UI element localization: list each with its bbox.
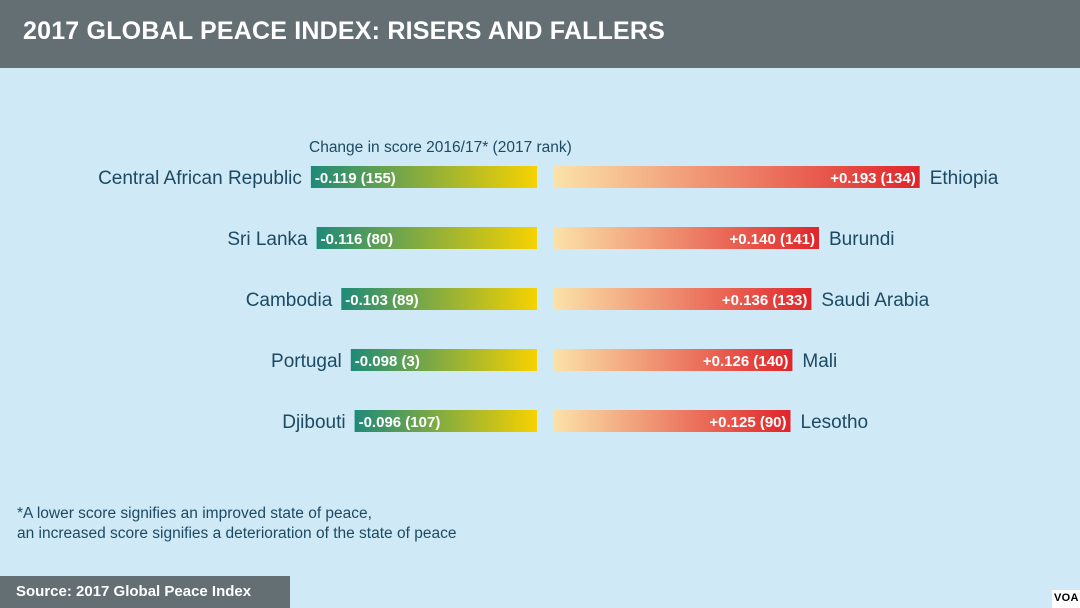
- value-label-left-1: -0.119 (155): [315, 170, 396, 187]
- country-label-left-5: Djibouti: [282, 412, 345, 433]
- bar-left-5: [354, 410, 537, 432]
- value-label-right-4: +0.126 (140): [703, 353, 788, 370]
- country-label-left-2: Sri Lanka: [227, 229, 308, 250]
- header-bar: 2017 GLOBAL PEACE INDEX: RISERS AND FALL…: [0, 0, 1080, 68]
- chart-subtitle: Change in score 2016/17* (2017 rank): [309, 139, 572, 156]
- country-label-right-3: Saudi Arabia: [821, 290, 929, 311]
- footnote-line-1: *A lower score signifies an improved sta…: [17, 505, 372, 522]
- bar-left-2: [316, 227, 537, 249]
- bar-right-1: [553, 166, 920, 188]
- bar-right-5: [553, 410, 791, 432]
- logo-text: VOA: [1054, 592, 1079, 604]
- value-label-left-3: -0.103 (89): [345, 292, 418, 309]
- country-label-right-2: Burundi: [829, 229, 895, 250]
- country-label-right-5: Lesotho: [801, 412, 869, 433]
- footnote: *A lower score signifies an improved sta…: [17, 504, 456, 544]
- value-label-right-1: +0.193 (134): [830, 170, 915, 187]
- bar-left-4: [350, 349, 537, 371]
- bar-right-3: [553, 288, 812, 310]
- country-label-right-1: Ethiopia: [930, 168, 999, 189]
- source-bar: Source: 2017 Global Peace Index: [0, 576, 290, 608]
- value-label-right-3: +0.136 (133): [722, 292, 807, 309]
- country-label-right-4: Mali: [802, 351, 837, 372]
- voa-logo: VOA: [1052, 590, 1080, 608]
- value-label-right-5: +0.125 (90): [709, 414, 786, 431]
- country-label-left-4: Portugal: [271, 351, 342, 372]
- bar-left-3: [341, 288, 537, 310]
- value-label-left-2: -0.116 (80): [321, 231, 394, 248]
- value-label-left-4: -0.098 (3): [355, 353, 420, 370]
- page-title: 2017 GLOBAL PEACE INDEX: RISERS AND FALL…: [23, 17, 666, 45]
- bar-right-4: [553, 349, 793, 371]
- value-label-left-5: -0.096 (107): [359, 414, 441, 431]
- source-text: Source: 2017 Global Peace Index: [16, 583, 252, 600]
- country-label-left-1: Central African Republic: [98, 168, 302, 189]
- bar-right-2: [553, 227, 819, 249]
- country-label-left-3: Cambodia: [246, 290, 333, 311]
- footnote-line-2: an increased score signifies a deteriora…: [17, 525, 457, 542]
- value-label-right-2: +0.140 (141): [730, 231, 815, 248]
- bar-left-1: [310, 166, 537, 188]
